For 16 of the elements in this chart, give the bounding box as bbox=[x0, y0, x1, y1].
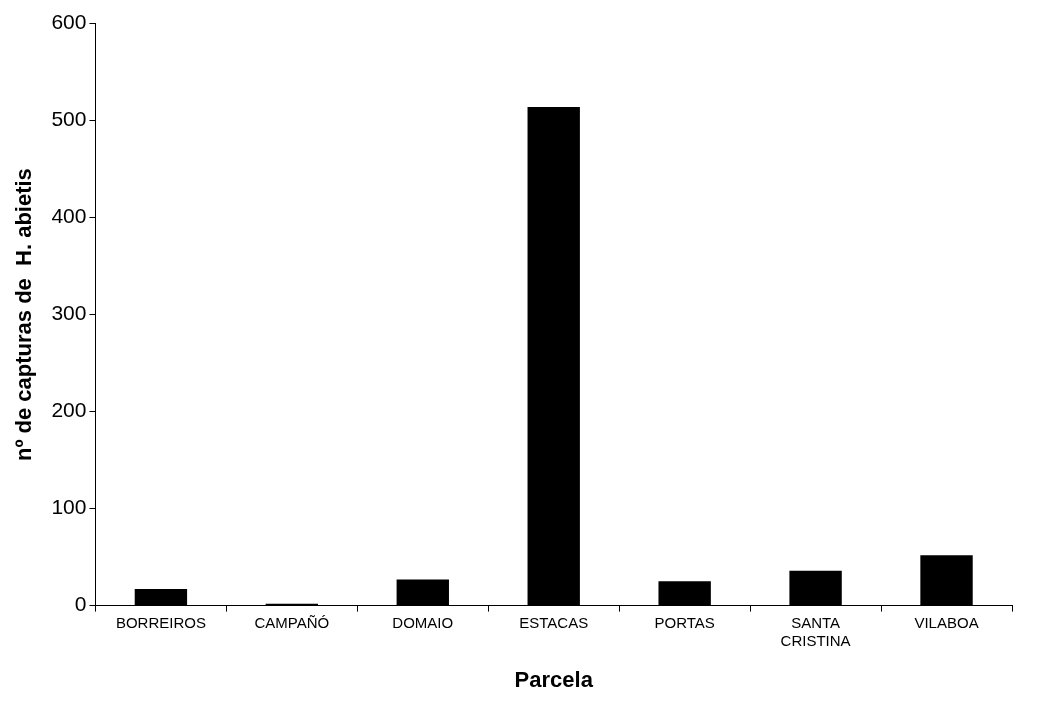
y-axis-title: nº de capturas de H. abietis bbox=[11, 168, 37, 462]
x-axis-title: Parcela bbox=[514, 666, 594, 692]
y-tick-label: 400 bbox=[51, 204, 87, 228]
x-tick-label: CAMPAÑÓ bbox=[254, 613, 330, 631]
y-tick-label: 300 bbox=[51, 301, 87, 325]
x-tick-label: ESTACAS bbox=[519, 613, 589, 631]
x-tick-label: SANTA CRISTINA bbox=[780, 613, 851, 649]
y-tick-label: 0 bbox=[74, 592, 87, 616]
x-tick-label: BORREIROS bbox=[115, 613, 206, 631]
x-tick-label: DOMAIO bbox=[392, 613, 454, 631]
x-tick-label: VILABOA bbox=[914, 613, 979, 631]
y-tick-label: 600 bbox=[51, 10, 87, 34]
y-tick-label: 500 bbox=[51, 107, 87, 131]
x-tick-label: PORTAS bbox=[654, 613, 715, 631]
y-tick-label: 100 bbox=[51, 495, 87, 519]
y-tick-label: 200 bbox=[51, 398, 87, 422]
